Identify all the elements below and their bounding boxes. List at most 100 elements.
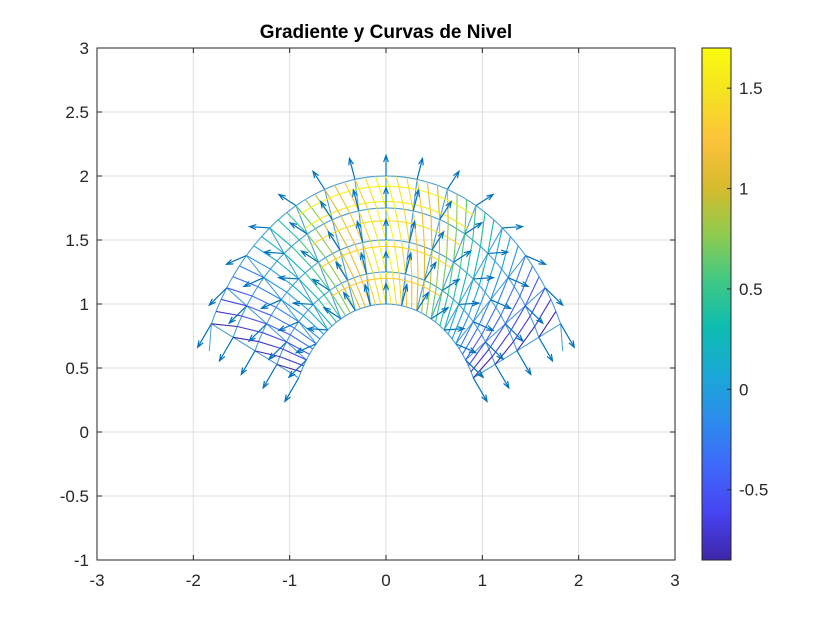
gradient-arrow xyxy=(342,291,356,311)
contour-segment xyxy=(257,286,282,301)
gradient-arrow xyxy=(383,281,389,304)
gradient-arrow xyxy=(502,224,525,230)
contour-segment xyxy=(276,363,302,373)
contour-segment xyxy=(504,295,521,325)
contour-segment xyxy=(485,315,502,343)
y-tick-label: 1 xyxy=(80,295,89,314)
contour-segment xyxy=(376,208,387,241)
contour-segment xyxy=(269,227,292,247)
contour-segment xyxy=(385,175,396,209)
gradient-arrow xyxy=(299,250,319,263)
x-tick-label: -3 xyxy=(89,571,104,590)
gradient-arrow xyxy=(400,282,409,306)
gradient-arrow xyxy=(259,299,282,310)
gradient-arrow xyxy=(446,169,460,190)
gradient-arrow xyxy=(490,299,513,310)
y-tick-label: 0.5 xyxy=(65,359,89,378)
contour-segment xyxy=(534,299,552,327)
contour-segment xyxy=(513,315,531,342)
colorbar-ticks: -0.5 0 0.5 1 1.5 xyxy=(727,79,768,500)
plot-axes: -3 -2 -1 0 1 2 3 -1 -0.5 0 0.5 1 1.5 2 2.5 3 xyxy=(60,39,680,590)
contour-segment xyxy=(282,348,307,361)
contour-segment xyxy=(233,336,259,343)
gradient-arrow xyxy=(352,188,360,212)
contour-segment xyxy=(487,219,495,254)
y-tick-label: -0.5 xyxy=(60,487,89,506)
gradient-arrow xyxy=(412,188,420,212)
gradient-arrow xyxy=(458,300,481,307)
contour-segment xyxy=(466,239,474,274)
gradient-arrow xyxy=(262,249,285,256)
contour-segment xyxy=(221,298,247,307)
contour-segment xyxy=(280,299,304,317)
contour-segment xyxy=(406,177,414,212)
gradient-arrow xyxy=(430,306,450,320)
contour-segment xyxy=(463,278,474,311)
contour-segment xyxy=(286,212,308,235)
contour-segment xyxy=(519,265,534,297)
gradient-arrow xyxy=(277,321,299,332)
contour-segment xyxy=(318,299,337,323)
gradient-arrow xyxy=(473,321,495,332)
gradient-arrow xyxy=(475,193,495,207)
contour-segment xyxy=(246,305,272,316)
contour-segment xyxy=(509,305,526,333)
contour-segment xyxy=(430,286,437,319)
gradient-arrow xyxy=(383,185,389,208)
gradient-arrow xyxy=(472,377,488,403)
contour-segment xyxy=(507,245,519,278)
contour-segment xyxy=(304,199,325,225)
contour-segment xyxy=(378,272,387,305)
contour-segment xyxy=(478,253,489,286)
gradient-arrow xyxy=(416,291,430,311)
gradient-arrow xyxy=(416,156,424,180)
contour-segment xyxy=(324,189,342,217)
contour-segment xyxy=(398,272,403,306)
x-tick-label: 3 xyxy=(670,571,679,590)
colorbar: -0.5 0 0.5 1 1.5 xyxy=(701,47,768,561)
gradient-arrow xyxy=(465,359,485,379)
contour-segment xyxy=(445,223,449,258)
contour-segment xyxy=(241,315,267,325)
contour-segment xyxy=(340,215,356,245)
gradient-arrow xyxy=(227,305,248,325)
gradient-arrow xyxy=(356,219,364,243)
contour-segment xyxy=(306,233,326,258)
contour-segment xyxy=(408,242,413,276)
gradient-arrow xyxy=(294,343,317,354)
colorbar-gradient xyxy=(701,47,732,561)
contour-segment xyxy=(462,327,479,355)
contour-segment xyxy=(311,267,331,291)
gradient-arrow xyxy=(319,200,333,220)
contour-segment xyxy=(294,327,317,345)
gradient-arrow xyxy=(408,219,416,243)
colorbar-tick-label: 1.5 xyxy=(739,79,763,98)
y-tick-label: 2.5 xyxy=(65,103,89,122)
mesh-edge xyxy=(208,323,212,352)
gradient-arrow xyxy=(287,359,307,379)
gradient-arrow xyxy=(267,341,287,361)
gradient-arrow xyxy=(439,200,453,220)
colorbar-tick-label: 0 xyxy=(739,380,748,399)
contour-segment xyxy=(276,260,300,280)
contour-segment xyxy=(253,245,278,262)
contour-segment xyxy=(344,181,360,212)
contour-segment xyxy=(465,334,483,361)
contour-segment xyxy=(286,341,310,355)
contour-segment xyxy=(524,276,540,307)
contour-segment xyxy=(458,272,468,305)
gradient-arrow xyxy=(242,277,265,288)
contour-segment xyxy=(401,241,406,275)
contour-segment xyxy=(266,323,291,336)
gradient-arrow xyxy=(363,282,372,306)
gradient-arrow xyxy=(276,275,299,281)
gradient-arrow xyxy=(487,249,510,256)
contour-segment xyxy=(302,315,325,335)
y-axis-ticks: -1 -0.5 0 0.5 1 1.5 2 2.5 3 xyxy=(60,39,675,570)
contour-segment xyxy=(516,326,536,352)
gradient-arrow xyxy=(464,221,484,235)
gradient-arrow xyxy=(348,156,356,180)
contour-segment xyxy=(385,207,395,241)
contour-segment xyxy=(369,240,381,273)
contour-segment xyxy=(403,209,410,243)
